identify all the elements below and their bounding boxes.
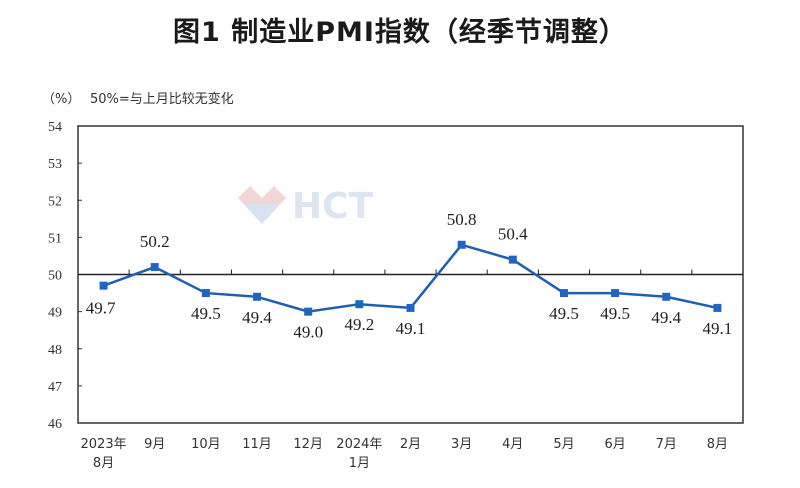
x-tick-label: 9月: [144, 437, 165, 452]
data-point-marker: [150, 263, 159, 272]
data-point-marker: [406, 303, 415, 312]
data-point-marker: [201, 289, 210, 298]
data-label: 50.2: [140, 232, 170, 251]
data-label: 49.4: [242, 308, 272, 327]
data-label: 49.1: [703, 319, 733, 338]
x-tick-label: 2月: [400, 437, 421, 452]
y-tick-label: 49: [48, 306, 62, 321]
reference-note: 50%=与上月比较无变化: [90, 92, 234, 107]
x-tick-label: 5月: [553, 437, 574, 452]
data-label: 50.8: [447, 210, 477, 229]
data-point-marker: [559, 289, 568, 298]
data-point-marker: [253, 292, 262, 301]
x-tick-label: 2023年: [81, 437, 127, 452]
x-tick-label: 3月: [451, 437, 472, 452]
pmi-line: [103, 243, 718, 313]
data-point-marker: [99, 281, 108, 290]
x-tick-label: 6月: [604, 437, 625, 452]
y-tick-label: 46: [48, 417, 62, 432]
y-tick-label: 48: [48, 343, 62, 358]
y-tick-label: 51: [48, 231, 62, 246]
x-tick-label: 2024年: [336, 437, 382, 452]
x-tick-label: 7月: [656, 437, 677, 452]
data-label: 49.5: [549, 304, 579, 323]
chart-title: 图1 制造业PMI指数（经季节调整）: [173, 17, 627, 48]
data-point-marker: [611, 289, 620, 298]
y-tick-label: 47: [48, 380, 62, 395]
data-point-marker: [304, 307, 313, 316]
data-point-marker: [713, 303, 722, 312]
data-label: 50.4: [498, 225, 528, 244]
diamond-logo-icon: [238, 186, 286, 224]
x-tick-label: 11月: [242, 437, 272, 452]
data-label: 49.1: [396, 319, 426, 338]
data-label: 49.5: [600, 304, 630, 323]
data-point-marker: [457, 240, 466, 249]
data-point-marker: [508, 255, 517, 264]
y-tick-label: 53: [48, 157, 62, 172]
data-point-marker: [662, 292, 671, 301]
data-label: 49.5: [191, 304, 221, 323]
data-label: 49.0: [293, 323, 323, 342]
x-tick-label: 12月: [293, 437, 323, 452]
x-tick-label: 10月: [191, 437, 221, 452]
y-unit-label: （%）: [42, 92, 81, 107]
y-tick-label: 50: [48, 269, 62, 284]
x-tick-label: 8月: [93, 456, 114, 471]
x-tick-label: 8月: [707, 437, 728, 452]
data-label: 49.4: [651, 308, 681, 327]
data-label: 49.7: [86, 299, 116, 318]
y-tick-label: 52: [48, 194, 62, 209]
watermark: HCT: [238, 186, 374, 227]
data-label: 49.2: [344, 315, 374, 334]
y-tick-label: 54: [48, 120, 62, 135]
x-tick-label: 1月: [349, 456, 370, 471]
data-point-marker: [355, 300, 364, 309]
watermark-text: HCT: [292, 186, 374, 227]
x-tick-label: 4月: [502, 437, 523, 452]
